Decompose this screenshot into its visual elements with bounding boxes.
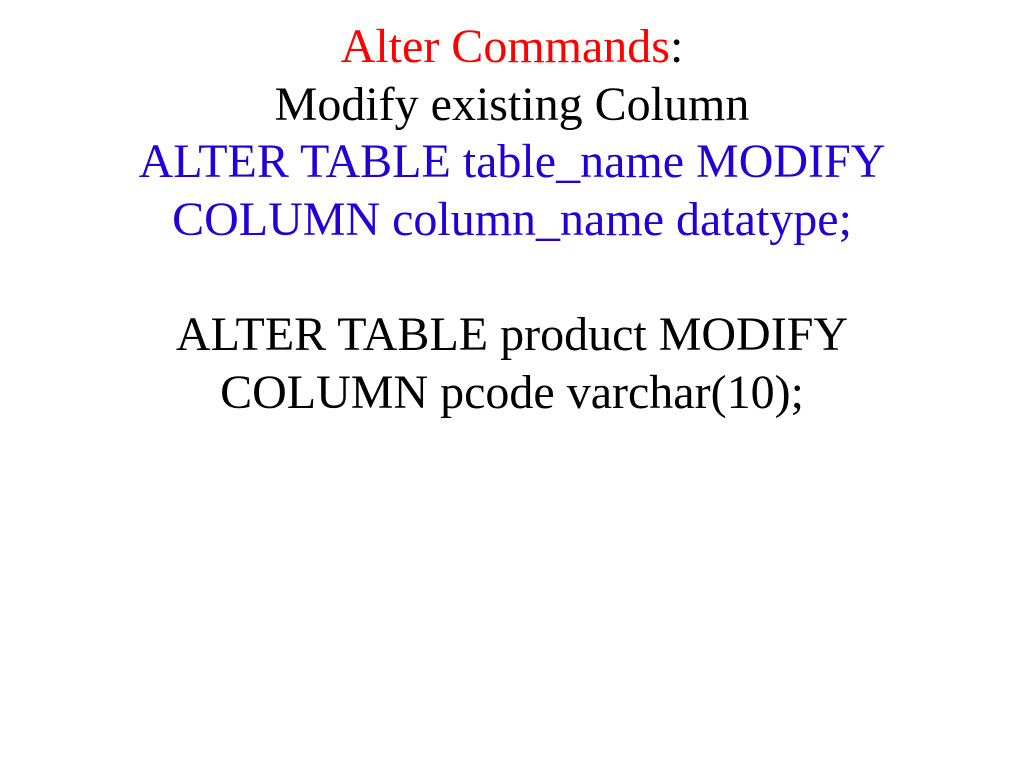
syntax-line-2: COLUMN column_name datatype;: [0, 191, 1024, 249]
slide-content: Alter Commands: Modify existing Column A…: [0, 0, 1024, 768]
spacer: [0, 248, 1024, 306]
example-line-1: ALTER TABLE product MODIFY: [0, 306, 1024, 364]
example-line-2: COLUMN pcode varchar(10);: [0, 364, 1024, 422]
title-line: Alter Commands:: [0, 18, 1024, 76]
title-colon: :: [670, 20, 683, 73]
title-red-text: Alter Commands: [341, 20, 670, 73]
subtitle-line: Modify existing Column: [0, 76, 1024, 134]
syntax-line-1: ALTER TABLE table_name MODIFY: [0, 133, 1024, 191]
